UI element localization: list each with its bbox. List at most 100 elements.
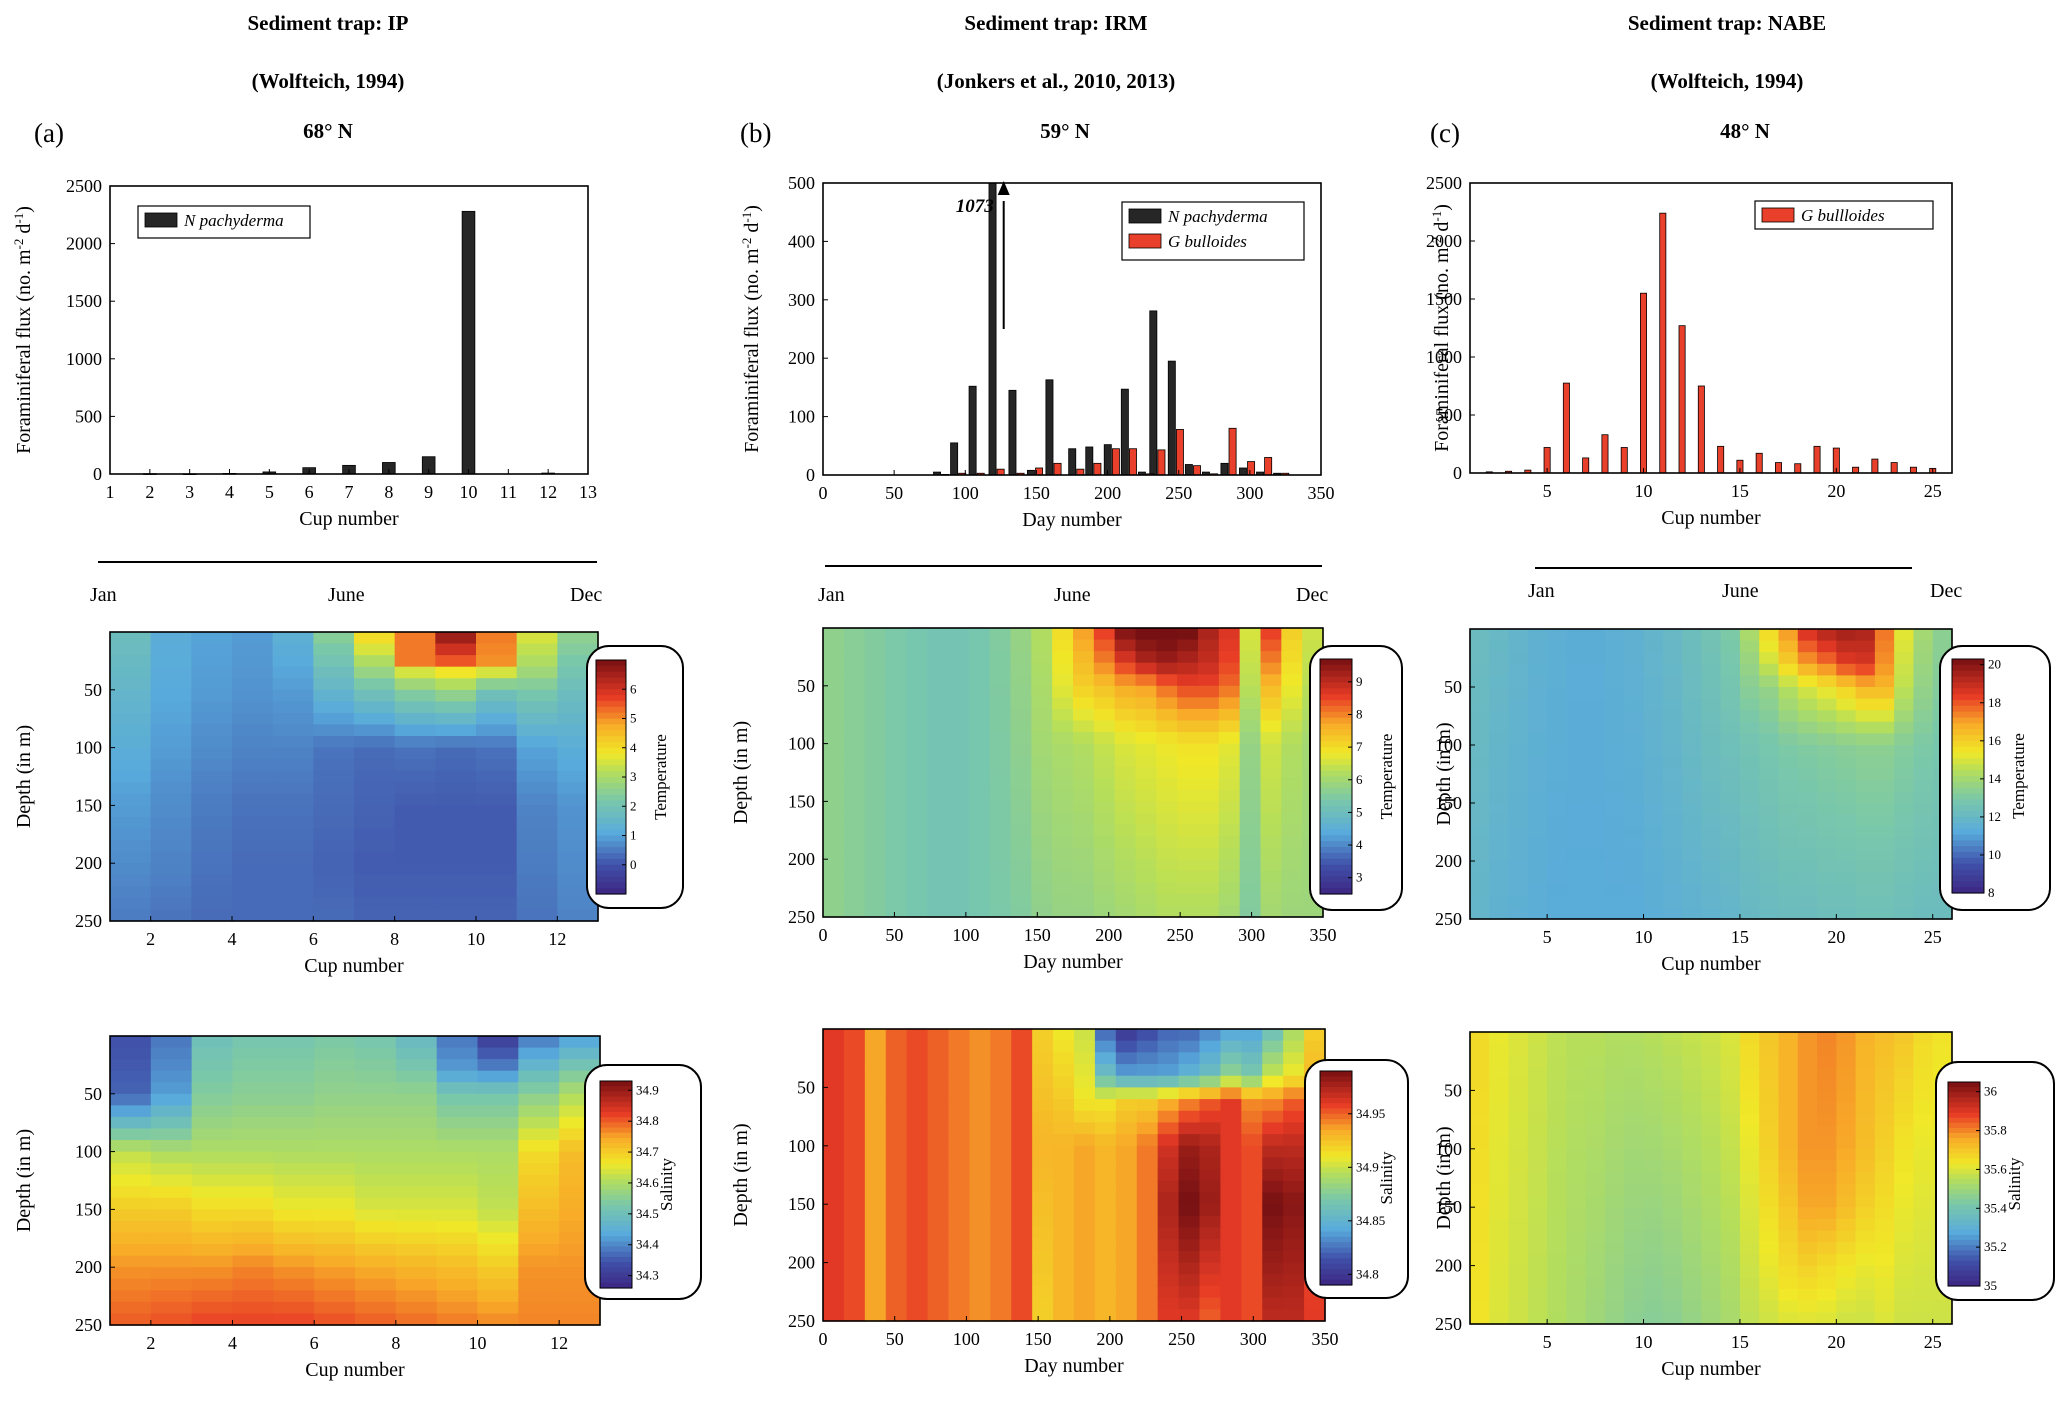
heatmap-cell xyxy=(1260,836,1282,849)
heatmap-cell xyxy=(1199,1192,1222,1205)
heatmap-cell xyxy=(1759,1195,1780,1208)
heatmap-cell xyxy=(843,766,866,779)
y-tick-label: 200 xyxy=(75,853,102,873)
heatmap-cell xyxy=(1218,697,1241,710)
heatmap-cell xyxy=(1836,1067,1857,1080)
heatmap-cell xyxy=(1547,1137,1567,1150)
heatmap-cell xyxy=(1662,1207,1683,1220)
heatmap-cell xyxy=(1547,663,1567,676)
heatmap-cell xyxy=(150,1244,193,1257)
heatmap-cell xyxy=(1547,698,1567,711)
heatmap-cell xyxy=(1624,872,1645,885)
heatmap-cell xyxy=(1283,1297,1305,1310)
heatmap-cell xyxy=(1281,801,1303,814)
heatmap-cell xyxy=(969,1122,991,1135)
heatmap-cell xyxy=(1283,1227,1305,1240)
colorbar-segment xyxy=(1320,729,1352,736)
heatmap-cell xyxy=(968,674,991,687)
heatmap-cell xyxy=(1624,1242,1645,1255)
colorbar-segment xyxy=(1952,799,1984,806)
heatmap-cell xyxy=(150,1174,193,1187)
heatmap-cell xyxy=(1010,893,1032,907)
colorbar-segment xyxy=(1320,1263,1352,1270)
colorbar-segment xyxy=(1948,1107,1980,1114)
heatmap-cell xyxy=(1508,663,1529,676)
heatmap-cell xyxy=(273,1151,315,1164)
heatmap-cell xyxy=(969,1157,991,1170)
heatmap-cell xyxy=(1094,1145,1117,1159)
legend-swatch xyxy=(1761,207,1795,223)
heatmap-cell xyxy=(1817,872,1837,885)
heatmap-cell xyxy=(232,816,274,830)
heatmap-cell xyxy=(232,736,274,749)
colorbar-segment xyxy=(596,888,626,895)
heatmap-cell xyxy=(1643,663,1664,676)
heatmap-cell xyxy=(1073,720,1095,733)
heatmap-cell xyxy=(516,793,558,806)
heatmap-cell xyxy=(885,1099,908,1112)
heatmap-cell xyxy=(1114,824,1137,837)
heatmap-cell xyxy=(476,655,518,668)
heatmap-cell xyxy=(823,1285,845,1299)
heatmap-cell xyxy=(1701,1253,1722,1267)
heatmap-cell xyxy=(1178,1029,1201,1042)
heatmap-cell xyxy=(1052,651,1074,664)
heatmap-cell xyxy=(1913,640,1934,653)
heatmap-cell xyxy=(1836,1253,1857,1267)
heatmap-cell xyxy=(1470,756,1490,769)
colorbar-segment xyxy=(1320,1252,1352,1259)
heatmap-cell xyxy=(885,1040,908,1053)
colorbar-tick-label: 35.8 xyxy=(1984,1123,2007,1138)
heatmap-cell xyxy=(273,1116,315,1130)
heatmap-cell xyxy=(516,886,558,899)
heatmap-cell xyxy=(1281,755,1303,768)
heatmap-cell xyxy=(1624,1207,1645,1220)
heatmap-cell xyxy=(1010,859,1032,872)
heatmap-cell xyxy=(110,1174,152,1187)
heatmap-cell xyxy=(1797,745,1818,758)
heatmap-cell xyxy=(1156,743,1178,756)
x-tick-label: 13 xyxy=(579,482,597,502)
heatmap-cell xyxy=(1281,651,1303,664)
heatmap-cell xyxy=(1262,1029,1284,1042)
heatmap-cell xyxy=(864,1227,887,1240)
heatmap-cell xyxy=(191,701,233,714)
heatmap-cell xyxy=(1585,1288,1606,1302)
heatmap-cell xyxy=(823,870,845,883)
heatmap-cell xyxy=(191,666,233,679)
heatmap-cell xyxy=(1199,1180,1222,1194)
heatmap-cell xyxy=(1585,791,1606,804)
heatmap-cell xyxy=(969,1110,991,1124)
heatmap-cell xyxy=(1527,1160,1548,1173)
y-tick-label: 1500 xyxy=(1426,289,1462,309)
heatmap-cell xyxy=(906,1239,929,1252)
heatmap-cell xyxy=(1508,1253,1529,1267)
x-tick-label: 300 xyxy=(1238,925,1265,945)
heatmap-cell xyxy=(1115,1134,1138,1147)
colorbar-segment xyxy=(1320,1087,1352,1093)
heatmap-cell xyxy=(1508,1218,1529,1232)
heatmap-cell xyxy=(1136,1227,1159,1240)
heatmap-cell xyxy=(191,897,233,911)
heatmap-cell xyxy=(1052,685,1074,698)
heatmap-cell xyxy=(1894,1043,1915,1056)
heatmap-cell xyxy=(232,1232,274,1245)
colorbar-segment xyxy=(600,1137,632,1144)
heatmap-cell xyxy=(1624,1113,1645,1127)
heatmap-cell xyxy=(948,1180,971,1194)
heatmap-cell xyxy=(1566,1230,1587,1243)
heatmap-cell xyxy=(906,1134,929,1147)
heatmap-cell xyxy=(1094,1250,1117,1264)
heatmap-cell xyxy=(1074,1052,1096,1065)
heatmap-cell xyxy=(885,1134,908,1147)
heatmap-cell xyxy=(1855,779,1876,792)
heatmap-cell xyxy=(1739,1183,1760,1197)
heatmap-cell xyxy=(1566,1078,1587,1091)
heatmap-cell xyxy=(272,655,314,668)
heatmap-cell xyxy=(394,909,436,922)
heatmap-cell xyxy=(1053,1285,1075,1299)
heatmap-cell xyxy=(1178,1052,1201,1065)
heatmap-cell xyxy=(1566,791,1587,804)
colorbar-segment xyxy=(1320,852,1352,860)
heatmap-cell xyxy=(1053,1227,1075,1240)
